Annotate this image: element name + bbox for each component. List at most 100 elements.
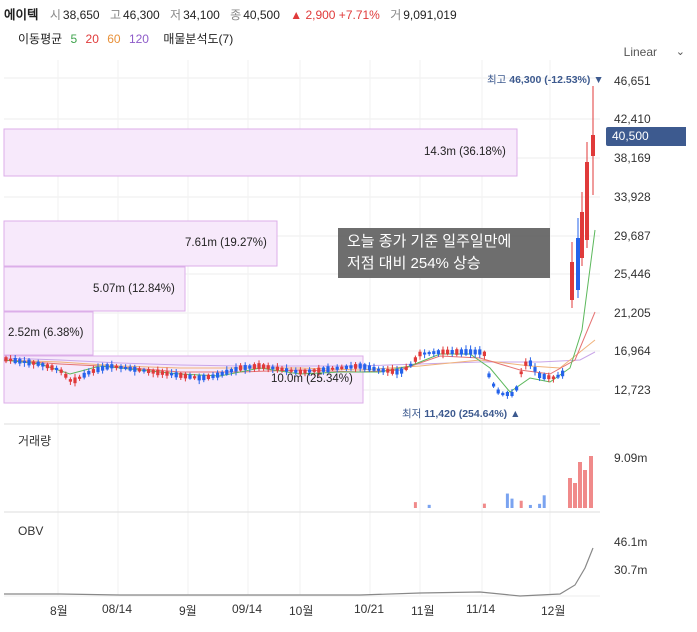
candle xyxy=(561,370,565,377)
candle xyxy=(193,376,197,379)
x-axis-label: 9월 xyxy=(179,604,197,618)
candle xyxy=(271,366,275,370)
candle xyxy=(321,367,325,372)
volume-axis-label: 9.09m xyxy=(614,451,648,465)
candle xyxy=(354,364,358,369)
candle xyxy=(464,349,468,355)
high-marker: 최고 46,300 (-12.53%) ▼ xyxy=(487,72,604,87)
candle xyxy=(73,377,77,384)
candle xyxy=(519,371,523,375)
candle xyxy=(216,372,220,378)
candle xyxy=(446,349,450,355)
volume-bar xyxy=(510,498,514,508)
candle xyxy=(220,371,224,376)
obv-axis-top: 46.1m xyxy=(614,535,648,549)
scale-selector[interactable]: Linear xyxy=(623,45,657,59)
candle xyxy=(427,352,431,355)
vp-box-1 xyxy=(3,128,518,177)
candle xyxy=(533,367,537,372)
vp-label-4: 2.52m (6.38%) xyxy=(8,327,84,339)
ma-20: 20 xyxy=(85,32,99,46)
vp-box-2 xyxy=(3,220,278,267)
down-arrow-icon: ▼ xyxy=(593,74,604,86)
candle xyxy=(101,365,105,371)
candle xyxy=(450,349,454,355)
candle xyxy=(18,358,22,364)
ma-60: 60 xyxy=(107,32,121,46)
volume-bar xyxy=(528,504,532,508)
chevron-down-icon[interactable]: ⌄ xyxy=(675,46,685,58)
high-marker-label: 최고 xyxy=(487,74,507,86)
candle xyxy=(335,366,339,370)
candle xyxy=(128,366,132,371)
candle xyxy=(298,369,302,375)
candle xyxy=(349,365,353,369)
candle xyxy=(211,374,215,379)
candle xyxy=(160,371,164,375)
candle xyxy=(386,368,390,373)
volume-bar xyxy=(589,456,593,508)
candle xyxy=(234,367,238,372)
candle xyxy=(142,369,146,372)
candle xyxy=(4,357,8,362)
candle xyxy=(156,369,160,376)
volume-value: 9,091,019 xyxy=(403,8,457,22)
candle xyxy=(585,162,589,240)
candle xyxy=(36,361,40,366)
candle xyxy=(505,391,509,397)
vp-box-4 xyxy=(3,311,94,356)
candle xyxy=(576,238,580,290)
candle xyxy=(400,368,404,374)
close-label: 종 xyxy=(230,8,242,22)
price-axis-label: 25,446 xyxy=(614,267,651,281)
candle xyxy=(87,370,91,375)
obv-panel-title: OBV xyxy=(18,524,44,538)
volume-distribution-toggle[interactable]: 매물분석도(7) xyxy=(163,32,234,46)
candle xyxy=(32,361,36,365)
candle xyxy=(124,367,128,370)
volume-bar xyxy=(427,504,431,508)
candle xyxy=(482,351,486,357)
candle xyxy=(501,392,505,396)
candle xyxy=(528,360,532,366)
price-axis-label: 29,687 xyxy=(614,229,651,243)
candle xyxy=(266,365,270,370)
volume-bars xyxy=(413,456,593,508)
price-axis-label: 42,410 xyxy=(614,112,651,126)
candle xyxy=(22,360,26,363)
moving-average-legend[interactable]: 이동평균 5 20 60 120 매물분석도(7) xyxy=(18,30,238,47)
ma-120-line xyxy=(3,351,596,367)
candle xyxy=(409,363,413,367)
x-axis-label: 09/14 xyxy=(232,602,263,616)
x-axis-label: 11월 xyxy=(411,604,435,618)
open-label: 시 xyxy=(49,8,61,22)
candle xyxy=(390,368,394,374)
close-value: 40,500 xyxy=(243,8,280,22)
candle xyxy=(556,374,560,378)
price-candles xyxy=(4,86,595,399)
volume-bar xyxy=(482,503,486,508)
candle xyxy=(119,366,123,369)
vp-label-1: 14.3m (36.18%) xyxy=(424,146,506,158)
candle xyxy=(64,373,68,378)
candle xyxy=(82,372,86,378)
volume-bar xyxy=(505,493,509,508)
low-marker-label: 최저 xyxy=(402,408,422,420)
volume-profile xyxy=(3,128,518,404)
candle xyxy=(137,368,141,372)
candle xyxy=(524,361,528,366)
vp-label-3: 5.07m (12.84%) xyxy=(93,283,175,295)
volume-panel-title: 거래량 xyxy=(18,434,52,448)
up-arrow-icon: ▲ xyxy=(510,408,521,420)
x-axis-label: 11/14 xyxy=(466,602,496,616)
candle xyxy=(105,364,109,370)
candle xyxy=(312,369,316,372)
candle xyxy=(206,374,210,380)
candle xyxy=(404,366,408,370)
obv-line xyxy=(4,547,594,597)
vp-label-2: 7.61m (19.27%) xyxy=(185,237,267,249)
x-axis-label: 08/14 xyxy=(102,602,133,616)
x-axis-label: 10/21 xyxy=(354,602,385,616)
x-axis-label: 10월 xyxy=(289,604,314,618)
